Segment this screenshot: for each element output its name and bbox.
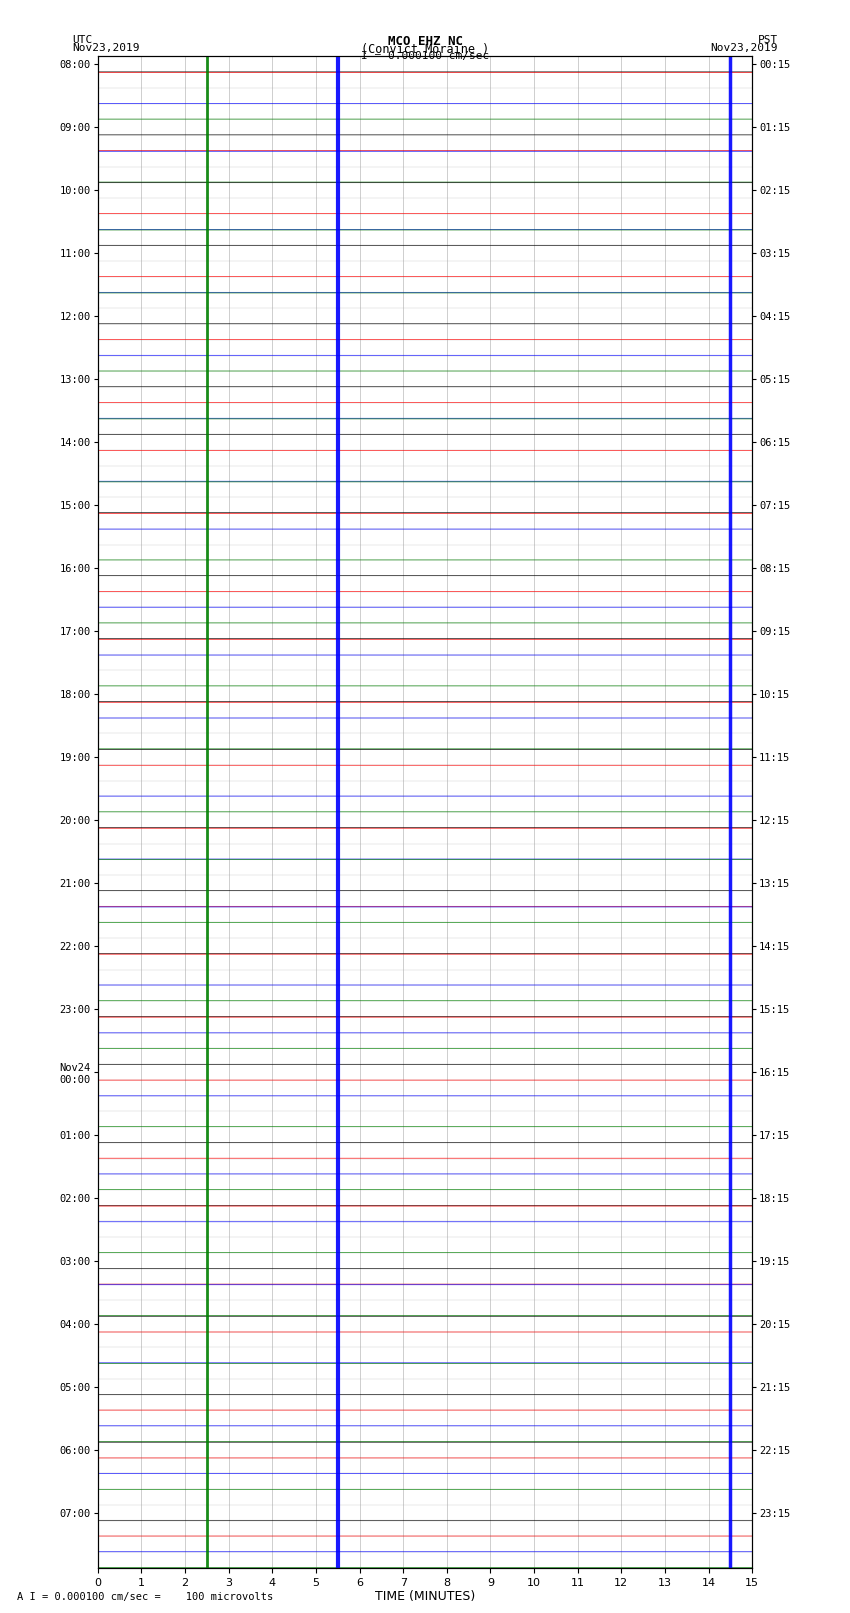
X-axis label: TIME (MINUTES): TIME (MINUTES): [375, 1590, 475, 1603]
Text: (Convict Moraine ): (Convict Moraine ): [361, 44, 489, 56]
Text: MCO EHZ NC: MCO EHZ NC: [388, 35, 462, 48]
Text: Nov23,2019: Nov23,2019: [711, 44, 778, 53]
Text: UTC: UTC: [72, 35, 93, 45]
Text: Nov23,2019: Nov23,2019: [72, 44, 139, 53]
Text: PST: PST: [757, 35, 778, 45]
Text: I = 0.000100 cm/sec: I = 0.000100 cm/sec: [361, 50, 489, 61]
Text: A I = 0.000100 cm/sec =    100 microvolts: A I = 0.000100 cm/sec = 100 microvolts: [17, 1592, 273, 1602]
